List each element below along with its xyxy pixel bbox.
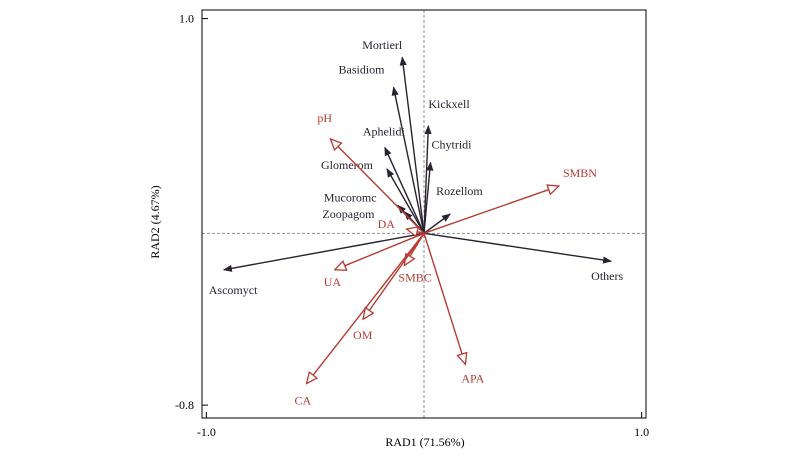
taxa-vectors: Mortierl Basidiom Kickxell Aphelidi Chytridi… bbox=[209, 38, 624, 297]
vector-label-aphelidi: Aphelidi bbox=[363, 124, 406, 138]
vector-label-mortierl: Mortierl bbox=[362, 38, 403, 52]
vector-arrow-ca bbox=[306, 232, 425, 383]
vector-label-rozellom: Rozellom bbox=[436, 184, 483, 198]
vector-label-smbn: SMBN bbox=[563, 166, 597, 180]
vector-label-ph: pH bbox=[317, 111, 332, 125]
vector-label-basidiom: Basidiom bbox=[339, 62, 386, 76]
vector-arrow-kickxell bbox=[423, 125, 432, 234]
vector-label-mucoromc: Mucoromc bbox=[324, 190, 377, 204]
vector-label-apa: APA bbox=[461, 371, 484, 385]
vector-label-kickxell: Kickxell bbox=[428, 97, 470, 111]
y-tick-label: -0.8 bbox=[175, 398, 194, 412]
x-axis-label: RAD1 (71.56%) bbox=[385, 435, 464, 449]
vector-label-others: Others bbox=[591, 269, 623, 283]
y-axis-label: RAD2 (4.67%) bbox=[148, 185, 162, 258]
vector-arrow-smbn bbox=[423, 186, 559, 234]
vector-label-zoopagom: Zoopagom bbox=[322, 207, 375, 221]
vector-label-chytridi: Chytridi bbox=[432, 137, 473, 151]
vector-arrow-chytridi bbox=[423, 161, 434, 234]
vector-arrow-ascomyct bbox=[222, 232, 425, 272]
vector-label-om: OM bbox=[353, 328, 373, 342]
plot-frame bbox=[201, 9, 647, 419]
zero-reference-lines bbox=[202, 10, 646, 418]
axis-ticks: -1.0 1.0 1.0 -0.8 bbox=[175, 12, 649, 439]
vector-arrow-ph bbox=[330, 139, 425, 234]
vector-arrow-aphelidi bbox=[384, 146, 425, 234]
vector-arrow-rozellom bbox=[423, 213, 451, 234]
vector-arrow-apa bbox=[423, 233, 465, 364]
x-tick-label: -1.0 bbox=[197, 425, 216, 439]
vector-arrow-basidiom bbox=[391, 86, 425, 234]
vector-arrow-om bbox=[363, 232, 425, 319]
y-tick-label: 1.0 bbox=[179, 12, 194, 26]
vector-label-glomerom: Glomerom bbox=[321, 158, 374, 172]
x-tick-label: 1.0 bbox=[634, 425, 649, 439]
vector-label-da: DA bbox=[378, 217, 396, 231]
vector-arrow-glomerom bbox=[386, 168, 425, 234]
vector-arrow-da bbox=[407, 229, 425, 233]
vector-label-ca: CA bbox=[294, 394, 311, 408]
vector-label-smbc: SMBC bbox=[398, 271, 431, 285]
vector-arrow-ua bbox=[335, 232, 425, 270]
vector-label-ascomyct: Ascomyct bbox=[209, 283, 258, 297]
vector-label-ua: UA bbox=[324, 275, 342, 289]
vector-arrow-others bbox=[423, 232, 613, 264]
environment-vectors: pH SMBN DA UA SMBC OM APA CA bbox=[294, 111, 597, 408]
vector-arrow-mortierl bbox=[399, 56, 425, 234]
